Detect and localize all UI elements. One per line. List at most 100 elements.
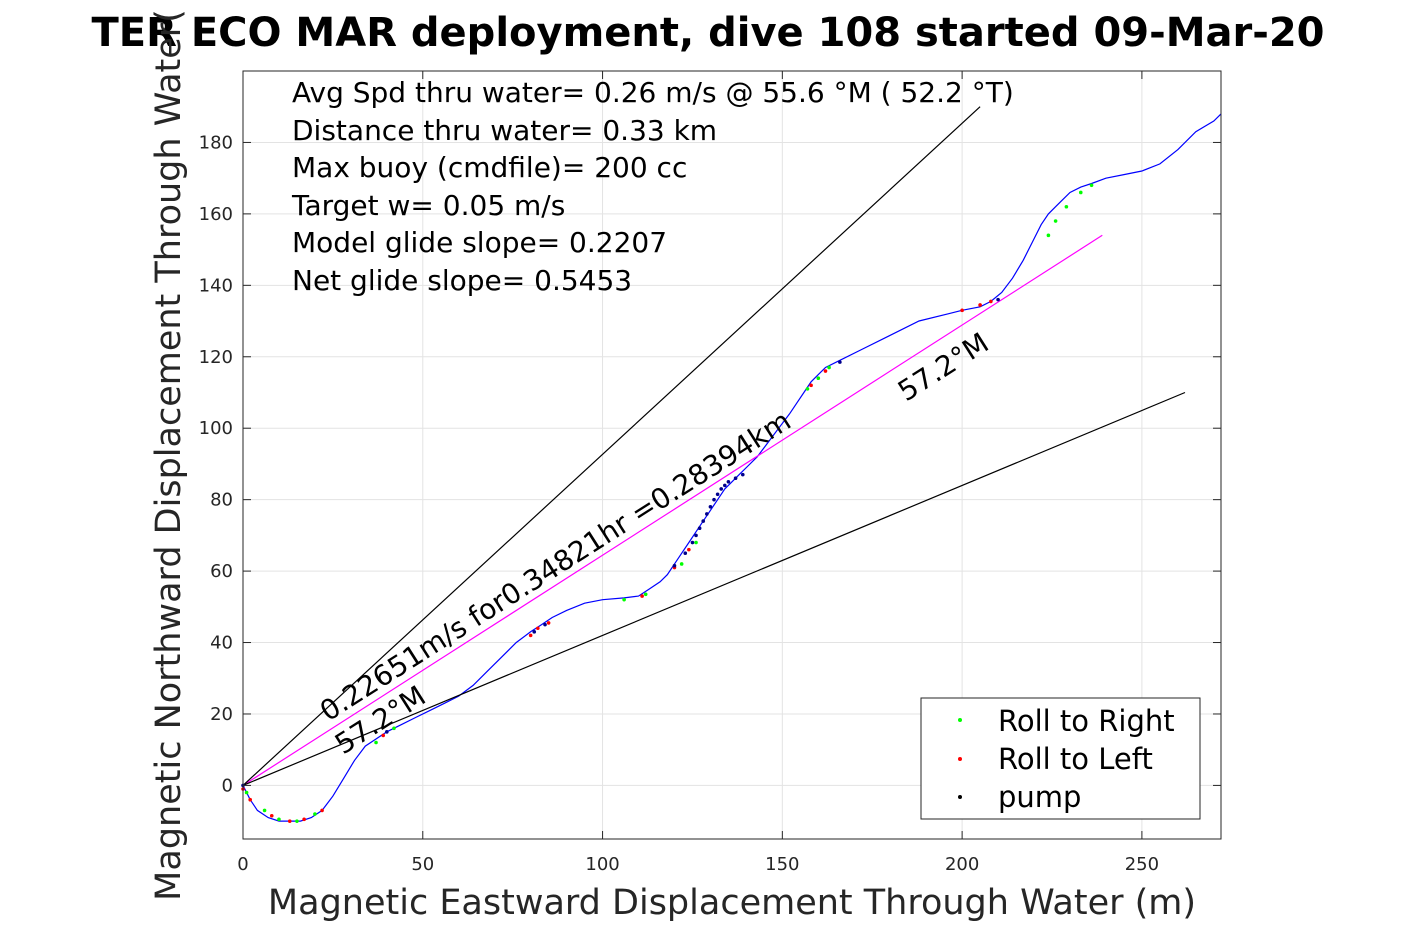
- pump-point: [701, 519, 706, 523]
- stat-net-glide: Net glide slope= 0.5453: [292, 264, 632, 297]
- roll-left-point: [960, 308, 964, 313]
- pump-point: [385, 730, 389, 734]
- roll-left-point: [320, 808, 324, 813]
- roll-left-point: [269, 813, 274, 818]
- y-tick-label: 160: [199, 204, 233, 225]
- roll-right-point: [374, 740, 378, 745]
- y-tick-label: 180: [199, 132, 233, 153]
- roll-right-point: [694, 540, 698, 545]
- roll-right-point: [244, 790, 249, 795]
- series-layer: [242, 106, 1222, 822]
- stat-model-glide: Model glide slope= 0.2207: [292, 226, 667, 259]
- stat-target-w: Target w= 0.05 m/s: [291, 189, 565, 222]
- pump-point: [694, 533, 698, 538]
- roll-left-point: [536, 626, 540, 631]
- y-tick-label: 60: [210, 561, 233, 582]
- pump-point: [740, 472, 745, 477]
- y-tick-label: 20: [210, 704, 233, 725]
- x-tick-label: 100: [585, 854, 619, 875]
- chart-title: TER ECO MAR deployment, dive 108 started…: [91, 10, 1324, 56]
- roll-left-point: [640, 594, 644, 598]
- roll-left-point: [528, 633, 533, 638]
- roll-right-point: [1064, 204, 1069, 209]
- roll-right-point: [622, 597, 626, 602]
- x-axis-ticks: 0 50 100 150 200 250: [237, 71, 1159, 875]
- pump-point: [719, 487, 724, 491]
- legend-label-roll-right: Roll to Right: [998, 704, 1175, 738]
- x-tick-label: 50: [411, 854, 434, 875]
- series-line-2: [242, 106, 981, 786]
- y-tick-label: 120: [199, 347, 233, 368]
- x-tick-label: 150: [765, 854, 799, 875]
- pump-point: [712, 497, 716, 502]
- plot-frame: [242, 70, 1222, 840]
- legend: Roll to Right Roll to Left pump: [920, 697, 1201, 820]
- y-tick-label: 80: [210, 490, 233, 511]
- stat-avg-speed: Avg Spd thru water= 0.26 m/s @ 55.6 °M (…: [292, 76, 1014, 109]
- pump-point: [838, 360, 842, 364]
- roll-right-point: [392, 726, 396, 731]
- roll-left-point: [809, 383, 813, 388]
- roll-right-point: [805, 387, 810, 391]
- roll-right-point: [816, 376, 821, 381]
- roll-left-point: [823, 369, 828, 373]
- pump-point: [726, 479, 731, 484]
- y-tick-label: 140: [199, 275, 233, 296]
- y-tick-label: 40: [210, 633, 233, 654]
- pump-point: [532, 630, 537, 634]
- marker-layer: [241, 183, 1094, 823]
- x-axis-label: Magnetic Eastward Displacement Through W…: [268, 883, 1196, 923]
- y-axis-ticks: 0 20 40 60 80 100 120 140 160 180: [199, 132, 1221, 796]
- series-line-3: [242, 391, 1186, 786]
- pump-point: [543, 622, 547, 627]
- roll-right-point: [1046, 233, 1051, 238]
- roll-left-point: [546, 621, 551, 625]
- pump-point: [715, 492, 720, 497]
- x-tick-label: 200: [945, 854, 979, 875]
- pump-point: [705, 512, 709, 516]
- legend-label-pump: pump: [998, 780, 1081, 814]
- y-tick-label: 0: [222, 775, 233, 796]
- x-tick-label: 0: [237, 854, 248, 875]
- roll-left-point: [302, 817, 306, 822]
- stat-max-buoy: Max buoy (cmdfile)= 200 cc: [292, 151, 687, 184]
- pump-point: [697, 526, 702, 531]
- legend-marker-roll-left: [958, 757, 962, 761]
- roll-right-point: [1089, 183, 1094, 188]
- y-axis-label: Magnetic Northward Displacement Through …: [149, 9, 189, 901]
- roll-left-point: [989, 299, 993, 304]
- pump-point: [690, 540, 695, 545]
- legend-label-roll-left: Roll to Left: [998, 742, 1153, 776]
- legend-box: [920, 697, 1201, 820]
- roll-right-point: [643, 592, 648, 597]
- legend-marker-roll-right: [958, 718, 962, 722]
- grid-lines: [242, 71, 1221, 839]
- roll-left-point: [248, 797, 252, 802]
- roll-right-point: [679, 562, 684, 566]
- roll-right-point: [295, 819, 299, 823]
- roll-left-point: [978, 303, 982, 307]
- roll-left-point: [287, 819, 292, 823]
- stats-block: Avg Spd thru water= 0.26 m/s @ 55.6 °M (…: [291, 76, 1014, 297]
- legend-marker-pump: [958, 795, 962, 799]
- roll-right-point: [827, 365, 831, 370]
- pump-point: [733, 476, 738, 481]
- stat-distance: Distance thru water= 0.33 km: [292, 114, 717, 147]
- roll-right-point: [1053, 219, 1058, 223]
- series-line-1: [242, 234, 1103, 786]
- roll-left-point: [687, 547, 691, 552]
- pump-point: [723, 483, 727, 488]
- pump-point: [708, 504, 713, 509]
- roll-right-point: [262, 808, 267, 813]
- roll-left-point: [381, 733, 386, 738]
- x-tick-label: 250: [1125, 854, 1159, 875]
- pump-point: [672, 563, 677, 568]
- roll-right-point: [313, 812, 317, 816]
- roll-right-point: [277, 817, 281, 822]
- pump-point: [996, 297, 1000, 302]
- roll-right-point: [1078, 190, 1083, 195]
- series-line-0: [242, 113, 1222, 822]
- pump-point: [683, 551, 688, 556]
- y-tick-label: 100: [199, 418, 233, 439]
